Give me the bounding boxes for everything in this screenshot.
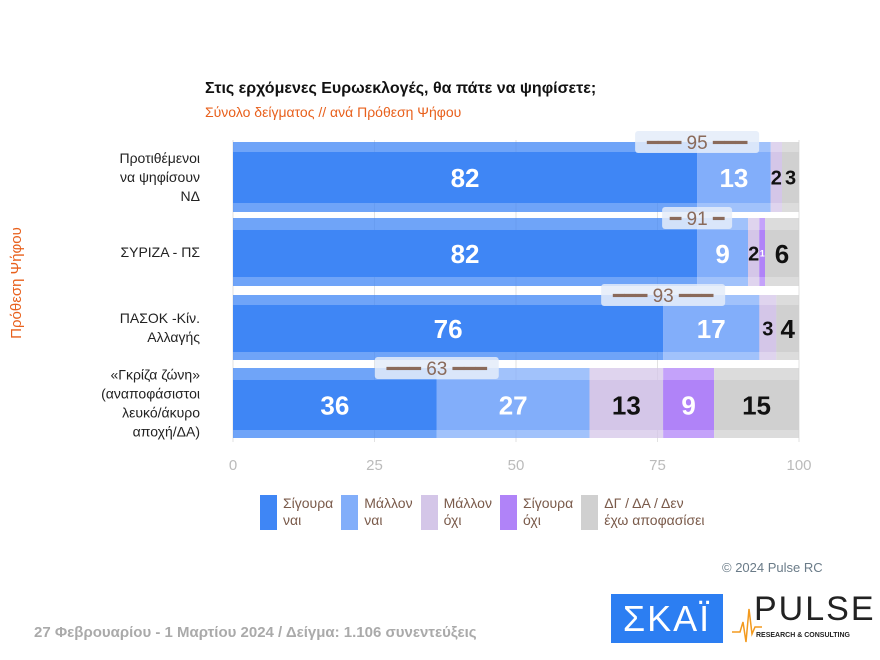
bar-segment (759, 230, 766, 277)
total-box (662, 207, 733, 229)
category-label: (αναποφάσιστοι (101, 386, 200, 402)
category-label: λευκό/άκυρο (122, 405, 200, 421)
bar-segment (589, 380, 664, 430)
legend-swatch (420, 495, 438, 530)
data-label: 27 (499, 390, 528, 420)
data-label: 13 (612, 390, 641, 420)
data-label: 17 (697, 314, 726, 344)
bar-segment (233, 230, 698, 277)
total-label: ━━━ 93 ━━━ (612, 286, 714, 307)
chart-subtitle: Σύνολο δείγματος // ανά Πρόθεση Ψήφου (205, 104, 462, 120)
total-label: ━━━ 95 ━━━ (646, 133, 748, 154)
bar-segment (697, 152, 771, 203)
data-label: 3 (785, 168, 796, 190)
data-label: 36 (320, 390, 349, 420)
total-box (635, 131, 760, 153)
copyright: © 2024 Pulse RC (722, 560, 823, 575)
legend: Σίγουρα ναι Μάλλον ναι Μάλλον όχι Σίγουρα ό… (260, 495, 705, 530)
bar-segment (714, 380, 799, 430)
footer-note: 27 Φεβρουαρίου - 1 Μαρτίου 2024 / Δείγμα… (34, 624, 477, 641)
category-label: αποχή/ΔΑ) (133, 424, 200, 440)
data-label: 15 (742, 390, 771, 420)
legend-item: Μάλλον όχι (420, 495, 492, 530)
data-label: 82 (451, 239, 480, 269)
data-label: 2 (771, 168, 782, 190)
data-label: 9 (715, 239, 729, 269)
data-label: 1 (760, 249, 765, 259)
data-label: 9 (681, 390, 695, 420)
legend-item: Μάλλον ναι (341, 495, 413, 530)
legend-swatch (499, 495, 517, 530)
legend-item: Σίγουρα όχι (499, 495, 574, 530)
x-tick-label: 75 (649, 457, 666, 474)
x-tick-label: 0 (229, 457, 237, 474)
category-label: ΣΥΡΙΖΑ - ΠΣ (120, 244, 200, 260)
legend-swatch (260, 495, 277, 530)
category-label: να ψηφίσουν (120, 169, 200, 185)
data-label: 76 (434, 314, 463, 344)
total-box (601, 284, 726, 306)
data-label: 13 (719, 163, 748, 193)
chart-title: Στις ερχόμενες Ευρωεκλογές, θα πάτε να ψ… (205, 80, 597, 97)
bar-segment (233, 305, 664, 352)
legend-swatch (341, 495, 359, 530)
legend-label: Σίγουρα όχι (522, 495, 574, 528)
data-label: 2 (748, 244, 759, 266)
bar-segment (782, 152, 799, 203)
skai-logo: ΣΚΑΪ (611, 594, 723, 643)
data-label: 82 (451, 163, 480, 193)
x-tick-label: 100 (786, 457, 811, 474)
bar-segment (436, 380, 590, 430)
bar-segment (233, 380, 437, 430)
bar-segment (663, 305, 760, 352)
bar-segment (759, 305, 777, 352)
bar-segment (663, 380, 715, 430)
bar-segment (776, 305, 799, 352)
x-tick-label: 50 (508, 457, 525, 474)
data-label: 6 (775, 239, 789, 269)
total-box (374, 357, 499, 379)
legend-swatch (581, 495, 599, 530)
total-label: ━━━ 63 ━━━ (386, 359, 488, 380)
bar-segment (770, 152, 783, 203)
total-label: ━ 91 ━ (669, 209, 725, 230)
bar-segment (765, 230, 799, 277)
data-label: 4 (780, 314, 795, 344)
bar-segment (233, 152, 698, 203)
pulse-wave-icon (732, 608, 762, 643)
legend-item: ΔΓ / ΔΑ / Δεν έχω αποφασίσει (581, 495, 705, 530)
category-label: Αλλαγής (147, 329, 200, 345)
category-label: «Γκρίζα ζώνη» (110, 367, 200, 383)
category-label: Προτιθέμενοι (119, 150, 200, 166)
legend-label: ΔΓ / ΔΑ / Δεν έχω αποφασίσει (604, 495, 705, 528)
legend-item: Σίγουρα ναι (260, 495, 333, 530)
legend-label: Μάλλον ναι (364, 495, 413, 528)
category-label: ΠΑΣΟΚ -Κίν. (120, 310, 200, 326)
bar-segment (748, 230, 760, 277)
legend-label: Μάλλον όχι (443, 495, 492, 528)
pulse-logo: PULSE RESEARCH & CONSULTING (732, 590, 874, 644)
x-tick-label: 25 (366, 457, 383, 474)
category-label: ΝΔ (181, 188, 200, 204)
bar-segment (697, 230, 749, 277)
legend-label: Σίγουρα ναι (283, 495, 334, 528)
data-label: 3 (762, 319, 773, 341)
